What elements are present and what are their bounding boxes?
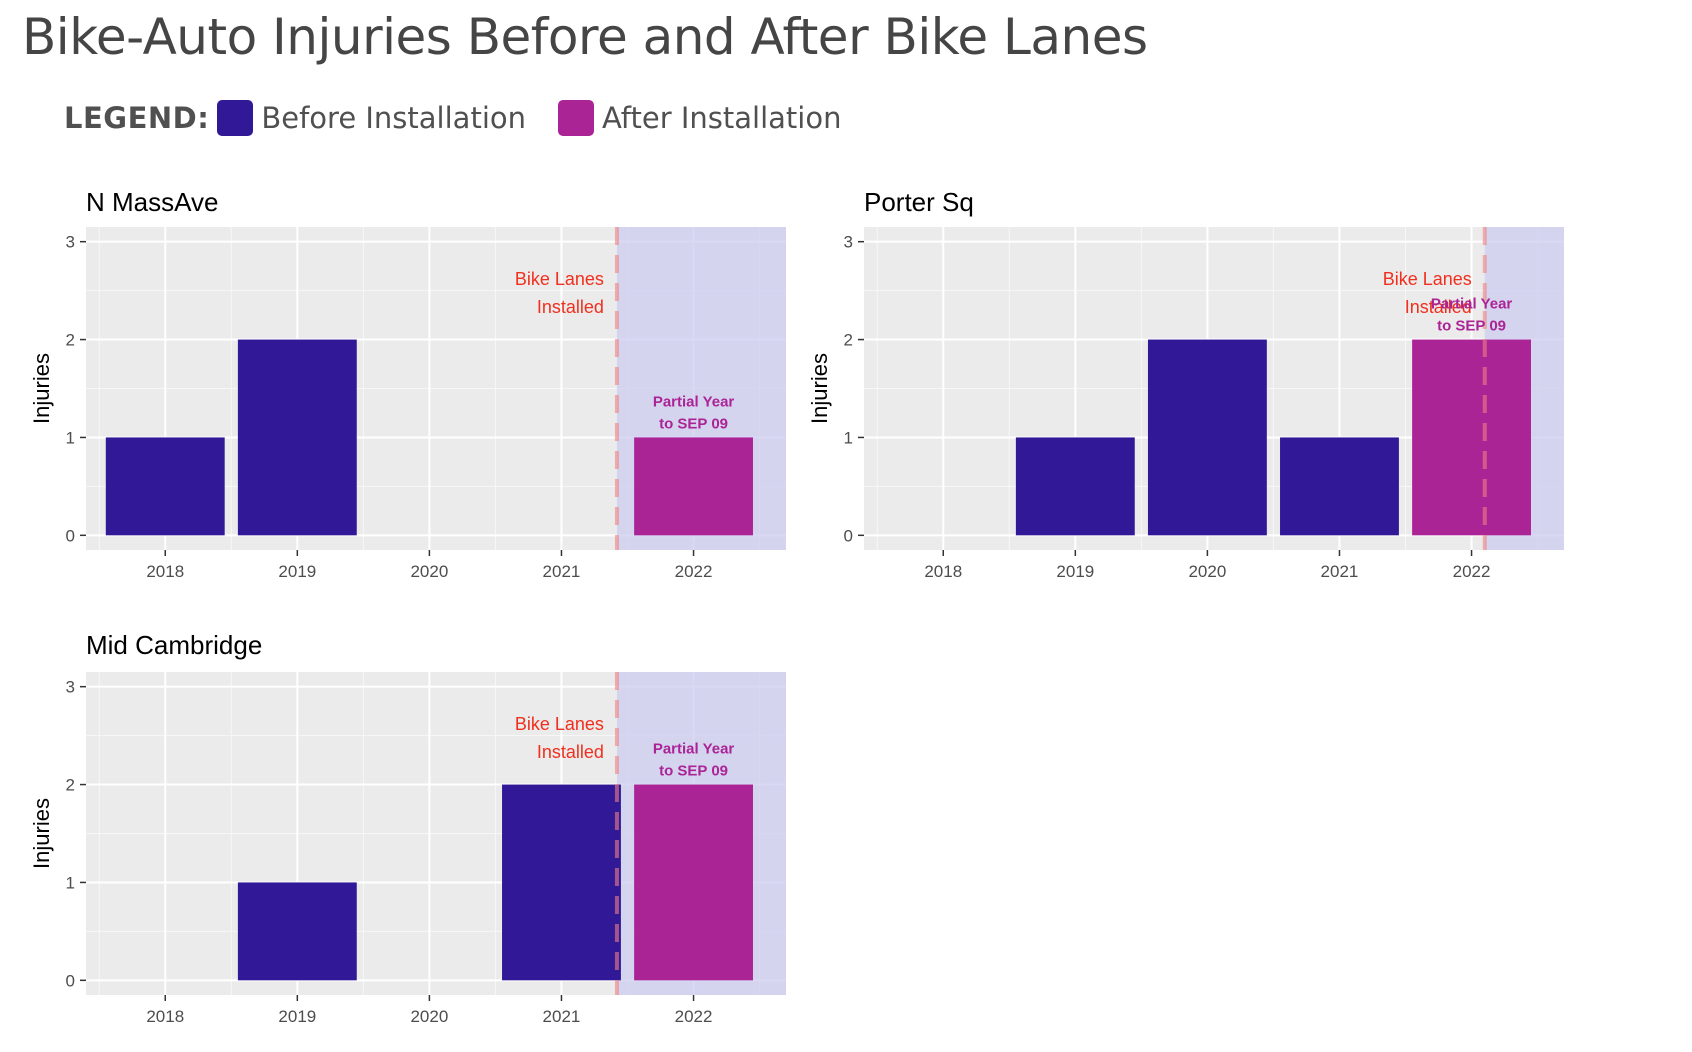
install-label: Bike Lanes [1383, 269, 1472, 289]
x-tick-label: 2019 [278, 562, 316, 581]
x-tick-label: 2019 [1056, 562, 1094, 581]
y-tick-label: 2 [844, 331, 853, 350]
bar-2020 [1147, 339, 1267, 536]
partial-year-label: Partial Year [653, 393, 735, 410]
x-tick-label: 2021 [543, 1007, 581, 1026]
y-tick-label: 0 [66, 971, 75, 990]
x-tick-label: 2018 [146, 562, 184, 581]
x-tick-label: 2020 [1188, 562, 1226, 581]
bar-2019 [1015, 437, 1135, 536]
x-tick-label: 2021 [543, 562, 581, 581]
x-tick-label: 2022 [675, 1007, 713, 1026]
chart-title: Bike-Auto Injuries Before and After Bike… [22, 8, 1148, 66]
install-label: Installed [537, 297, 604, 317]
legend: LEGEND: Before Installation After Instal… [64, 96, 873, 140]
y-tick-label: 1 [66, 873, 75, 892]
y-tick-label: 0 [66, 526, 75, 545]
legend-swatch-before [217, 100, 254, 136]
x-tick-label: 2019 [278, 1007, 316, 1026]
y-tick-label: 1 [66, 428, 75, 447]
bar-2019 [237, 882, 357, 981]
y-tick-label: 2 [66, 776, 75, 795]
x-tick-label: 2022 [1453, 562, 1491, 581]
facet-panel: Mid Cambridge Bike Lanes Installed Partial … [29, 630, 786, 1026]
x-tick-label: 2020 [410, 562, 448, 581]
install-label: Installed [537, 742, 604, 762]
legend-item-after: After Installation [602, 101, 842, 135]
y-tick-label: 3 [66, 233, 75, 252]
y-axis-label: Injuries [807, 353, 832, 424]
y-tick-label: 1 [844, 428, 853, 447]
bar-2022 [1412, 339, 1531, 536]
facet-title: N MassAve [86, 187, 218, 217]
bar-2021 [1280, 437, 1399, 536]
x-tick-label: 2022 [675, 562, 713, 581]
y-tick-label: 2 [66, 331, 75, 350]
x-tick-label: 2021 [1321, 562, 1359, 581]
facet-panel: N MassAve Bike Lanes Installed Partial Year… [29, 187, 786, 581]
install-label: Installed [1405, 297, 1472, 317]
partial-year-label: to SEP 09 [1437, 318, 1506, 335]
partial-year-label: to SEP 09 [659, 763, 728, 780]
bar-2019 [237, 339, 357, 536]
partial-year-label: Partial Year [653, 741, 735, 758]
y-axis-label: Injuries [29, 798, 54, 869]
install-label: Bike Lanes [515, 269, 604, 289]
x-tick-label: 2018 [146, 1007, 184, 1026]
legend-label: LEGEND: [64, 101, 210, 135]
facet-title: Mid Cambridge [86, 630, 262, 660]
y-tick-label: 3 [66, 678, 75, 697]
install-label: Bike Lanes [515, 714, 604, 734]
bar-2022 [634, 784, 753, 981]
x-tick-label: 2020 [410, 1007, 448, 1026]
bar-2018 [105, 437, 225, 536]
y-axis-label: Injuries [29, 353, 54, 424]
y-tick-label: 0 [844, 526, 853, 545]
x-tick-label: 2018 [924, 562, 962, 581]
y-tick-label: 3 [844, 233, 853, 252]
bar-2021 [502, 784, 621, 981]
partial-year-label: Partial Year [1431, 296, 1513, 313]
facet-title: Porter Sq [864, 187, 974, 217]
legend-item-before: Before Installation [261, 101, 526, 135]
legend-swatch-after [558, 100, 594, 136]
partial-year-label: to SEP 09 [659, 415, 728, 432]
bar-2022 [634, 437, 753, 536]
